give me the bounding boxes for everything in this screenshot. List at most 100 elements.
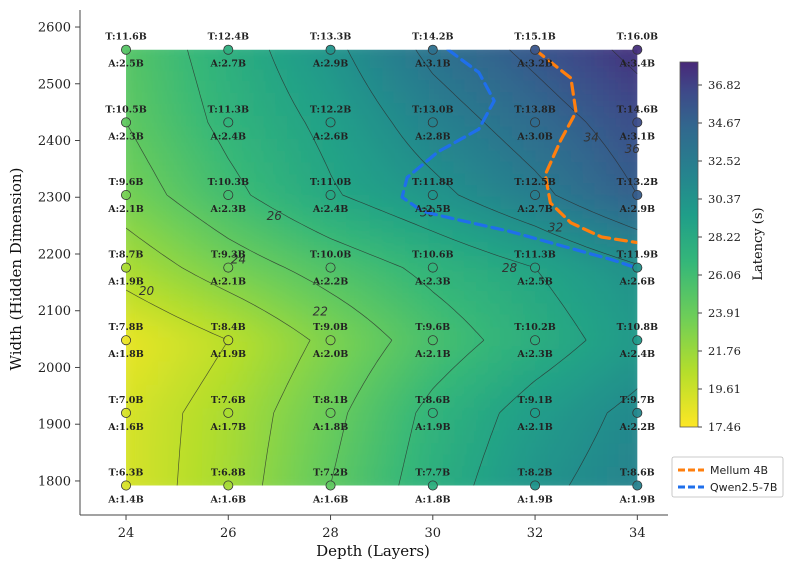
point-total-params-label: T:9.3B	[211, 250, 246, 261]
point-active-params-label: A:2.7B	[210, 59, 246, 70]
point-active-params-label: A:3.4B	[619, 59, 655, 70]
config-point	[530, 117, 541, 128]
y-tick-label: 2600	[38, 21, 71, 36]
point-total-params-label: T:6.3B	[109, 467, 144, 478]
config-point	[325, 262, 336, 273]
config-point	[223, 480, 234, 491]
point-active-params-label: A:2.3B	[516, 349, 552, 360]
point-total-params-label: T:9.6B	[109, 177, 144, 188]
config-point	[427, 44, 438, 55]
point-total-params-label: T:14.2B	[412, 32, 453, 43]
point-total-params-label: T:16.0B	[617, 32, 658, 43]
point-active-params-label: A:2.1B	[516, 422, 552, 433]
config-points: T:11.6B A:2.5B T:12.4B A:2.7B T:13.3B A:2.9B T…	[105, 32, 658, 506]
point-total-params-label: T:10.6B	[412, 250, 453, 261]
point-active-params-label: A:2.2B	[312, 277, 348, 288]
y-tick-label: 1900	[38, 418, 71, 433]
legend-label: Mellum 4B	[710, 464, 768, 477]
colorbar-tick-label: 19.61	[708, 382, 741, 396]
config-point	[530, 480, 541, 491]
colorbar-tick-label: 17.46	[708, 420, 741, 434]
point-active-params-label: A:1.6B	[107, 422, 143, 433]
point-total-params-label: T:11.9B	[617, 250, 658, 261]
point-active-params-label: A:2.0B	[312, 349, 348, 360]
legend: Mellum 4B Qwen2.5-7B	[671, 456, 784, 498]
colorbar-tick-label: 26.06	[708, 268, 741, 282]
y-axis-title: Width (Hidden Dimension)	[7, 168, 25, 371]
point-active-params-label: A:1.8B	[312, 422, 348, 433]
config-point	[223, 189, 234, 200]
point-active-params-label: A:3.1B	[619, 131, 655, 142]
x-tick-label: 26	[220, 526, 237, 541]
config-point	[325, 407, 336, 418]
contour-label: 26	[267, 209, 283, 223]
config-point	[427, 189, 438, 200]
point-total-params-label: T:8.7B	[109, 250, 144, 261]
colorbar: 36.82 34.67 32.52 30.37 28.22 26.06 23.91 21.76…	[679, 61, 766, 434]
series-line-qwen2-5-7b	[400, 49, 638, 270]
point-active-params-label: A:2.3B	[414, 277, 450, 288]
point-active-params-label: A:1.9B	[210, 349, 246, 360]
point-total-params-label: T:13.0B	[412, 104, 453, 115]
contour-label: 28	[502, 261, 518, 275]
contour-label: 32	[548, 220, 563, 234]
config-point	[325, 335, 336, 346]
config-point	[632, 335, 643, 346]
config-point	[427, 407, 438, 418]
point-active-params-label: A:2.4B	[619, 349, 655, 360]
colorbar-title: Latency (s)	[751, 207, 766, 280]
colorbar-tick-label: 32.52	[708, 154, 741, 168]
latency-surface	[126, 49, 638, 486]
colorbar-tick-label: 28.22	[708, 230, 741, 244]
config-point	[632, 407, 643, 418]
config-point	[325, 189, 336, 200]
point-total-params-label: T:8.6B	[620, 467, 655, 478]
x-tick-label: 34	[629, 526, 646, 541]
y-tick-label: 2400	[38, 134, 71, 149]
config-point	[530, 262, 541, 273]
config-point	[223, 262, 234, 273]
point-active-params-label: A:2.3B	[210, 204, 246, 215]
config-point	[632, 117, 643, 128]
config-point	[427, 262, 438, 273]
model-reference-lines	[400, 49, 638, 270]
point-total-params-label: T:12.2B	[310, 104, 351, 115]
point-total-params-label: T:11.8B	[412, 177, 453, 188]
colorbar-tick-label: 23.91	[708, 306, 741, 320]
point-active-params-label: A:1.4B	[107, 494, 143, 505]
config-point	[223, 407, 234, 418]
contour-line-26	[187, 49, 485, 486]
point-active-params-label: A:2.4B	[312, 204, 348, 215]
config-point	[427, 480, 438, 491]
point-active-params-label: A:1.6B	[312, 494, 348, 505]
point-active-params-label: A:2.1B	[210, 277, 246, 288]
y-tick-label: 2100	[38, 304, 71, 319]
y-axis-ticks: 1800 1900 2000 2100 2200 2300 2400 2500 2600	[38, 21, 80, 489]
point-total-params-label: T:9.1B	[518, 395, 553, 406]
y-tick-label: 2300	[38, 191, 71, 206]
contour-label: 20	[139, 284, 155, 298]
y-tick-label: 2000	[38, 361, 71, 376]
point-active-params-label: A:1.6B	[210, 494, 246, 505]
point-active-params-label: A:1.9B	[516, 494, 552, 505]
config-point	[632, 189, 643, 200]
point-active-params-label: A:1.9B	[414, 422, 450, 433]
x-tick-label: 30	[425, 526, 442, 541]
point-active-params-label: A:3.0B	[516, 131, 552, 142]
point-total-params-label: T:11.3B	[514, 250, 555, 261]
config-point	[530, 44, 541, 55]
config-point	[121, 189, 132, 200]
point-total-params-label: T:10.2B	[514, 322, 555, 333]
point-active-params-label: A:2.7B	[516, 204, 552, 215]
config-point	[632, 44, 643, 55]
point-active-params-label: A:2.1B	[107, 204, 143, 215]
point-total-params-label: T:12.4B	[208, 32, 249, 43]
series-line-mellum-4b	[533, 49, 638, 245]
point-active-params-label: A:1.7B	[210, 422, 246, 433]
config-point	[121, 480, 132, 491]
point-total-params-label: T:10.8B	[617, 322, 658, 333]
point-total-params-label: T:11.6B	[105, 32, 146, 43]
point-total-params-label: T:13.3B	[310, 32, 351, 43]
config-point	[632, 480, 643, 491]
point-total-params-label: T:11.3B	[208, 104, 249, 115]
